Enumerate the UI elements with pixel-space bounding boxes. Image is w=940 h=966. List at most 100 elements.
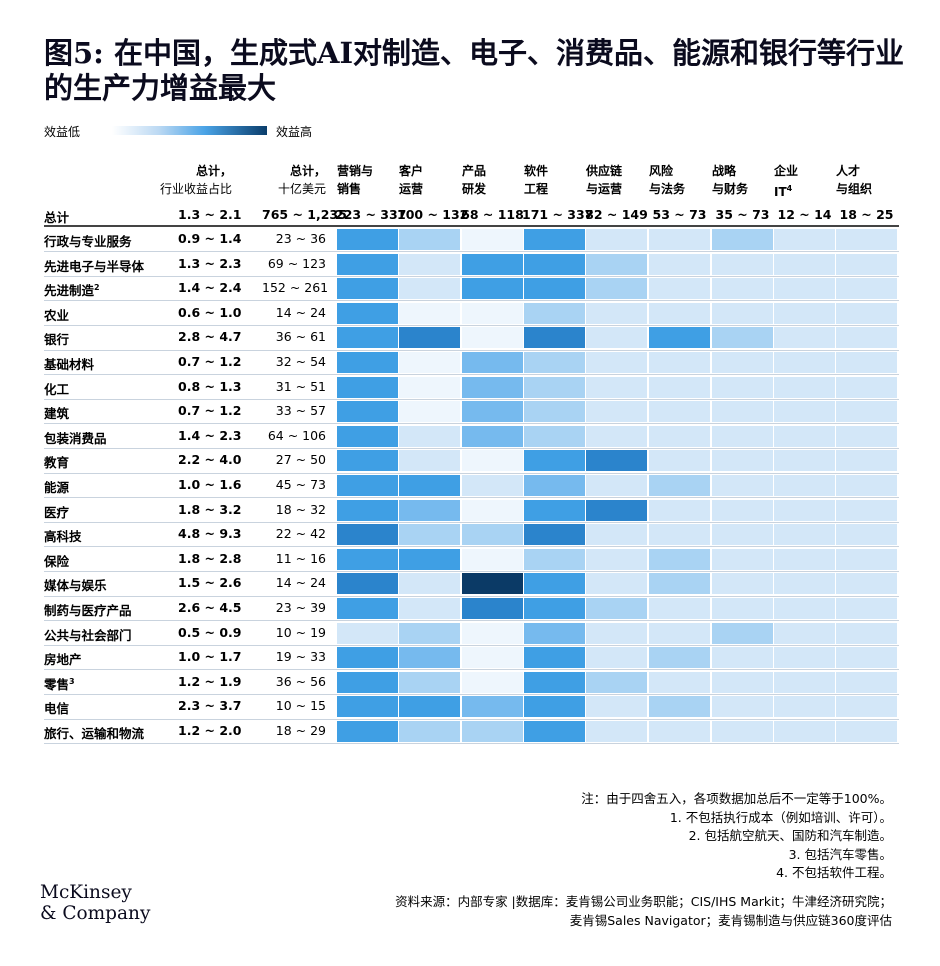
- footnote-marker: 4: [786, 184, 793, 193]
- heatmap-cell: [586, 302, 647, 324]
- heatmap-cell: [462, 302, 523, 324]
- heatmap-cell: [462, 598, 523, 619]
- heatmap-cell: [524, 352, 585, 373]
- heatmap-cell: [524, 721, 585, 742]
- heatmap-cell: [462, 524, 523, 546]
- heatmap-cell: [649, 573, 710, 595]
- industry-value: 19 ~ 33: [275, 649, 326, 665]
- column-header-line1: 产品: [462, 164, 487, 178]
- footnotes: 注：由于四舍五入，各项数据加总后不一定等于100%。 1. 不包括执行成本（例如…: [581, 790, 892, 883]
- heatmap-cell: [836, 352, 897, 373]
- column-header-line2: 与财务: [712, 182, 749, 196]
- heatmap-cell: [836, 475, 897, 496]
- total-function-value: 12 ~ 14: [777, 207, 832, 222]
- heatmap-cell: [337, 696, 398, 718]
- heatmap-cell: [836, 450, 897, 472]
- heatmap-cell: [399, 229, 460, 250]
- column-header: 战略 与财务: [712, 162, 748, 198]
- industry-revenue-share: 2.8 ~ 4.7: [178, 329, 242, 345]
- heatmap-cell: [586, 376, 647, 398]
- heatmap-cell: [337, 475, 398, 496]
- row-divider: [44, 521, 899, 523]
- row-divider: [44, 324, 899, 326]
- heatmap-cell: [337, 671, 398, 693]
- heatmap-cell: [399, 696, 460, 718]
- heatmap-cell: [399, 598, 460, 619]
- heatmap-cell: [712, 548, 773, 570]
- industry-revenue-share: 0.9 ~ 1.4: [178, 231, 242, 246]
- heatmap-cell: [836, 229, 897, 250]
- heatmap-cell: [462, 721, 523, 742]
- industry-revenue-share: 1.8 ~ 2.8: [178, 550, 242, 566]
- heatmap-cell: [774, 573, 835, 595]
- column-header-line1: 风险: [649, 164, 674, 178]
- heatmap-cell: [712, 647, 773, 669]
- heatmap-cell: [586, 450, 647, 472]
- heatmap-cell: [712, 622, 773, 644]
- column-header-line2: 运营: [399, 182, 424, 196]
- heatmap-cell: [712, 376, 773, 398]
- industry-label: 公共与社会部门: [44, 627, 132, 643]
- heatmap-cell: [399, 499, 460, 521]
- heatmap-cell: [586, 425, 647, 447]
- heatmap-cell: [462, 475, 523, 496]
- heatmap-cell: [337, 278, 398, 300]
- industry-value: 36 ~ 56: [275, 673, 326, 689]
- heatmap-cell: [649, 622, 710, 644]
- heatmap-cell: [462, 425, 523, 447]
- heatmap-cell: [649, 229, 710, 250]
- heatmap-cell: [462, 573, 523, 595]
- industry-value: 31 ~ 51: [275, 378, 326, 394]
- heatmap-cell: [836, 376, 897, 398]
- heatmap-cell: [649, 302, 710, 324]
- heatmap-cell: [586, 278, 647, 300]
- heatmap-cell: [337, 499, 398, 521]
- footnote-marker: 2: [94, 283, 100, 293]
- heatmap-cell: [586, 573, 647, 595]
- heatmap-cell: [399, 524, 460, 546]
- row-divider: [44, 669, 899, 671]
- heatmap-cell: [712, 425, 773, 447]
- industry-revenue-share: 1.0 ~ 1.6: [178, 477, 242, 492]
- total-row-divider: [44, 225, 899, 227]
- header-share-line2: 行业收益占比: [159, 182, 232, 196]
- industry-value: 14 ~ 24: [275, 575, 326, 591]
- header-value-line1: 总计，: [289, 164, 326, 178]
- column-header-line1: 战略: [712, 164, 737, 178]
- heatmap-cell: [649, 598, 710, 619]
- heatmap-cell: [524, 622, 585, 644]
- heatmap-cell: [712, 573, 773, 595]
- heatmap-cell: [774, 721, 835, 742]
- heatmap-cell: [337, 598, 398, 619]
- heatmap-cell: [774, 475, 835, 496]
- row-divider: [44, 546, 899, 548]
- industry-value: 45 ~ 73: [275, 477, 326, 492]
- heatmap-cell: [586, 352, 647, 373]
- heatmap-cell: [399, 425, 460, 447]
- column-header-line2: 研发: [462, 182, 487, 196]
- heatmap-cell: [774, 647, 835, 669]
- logo-line1: McKinsey: [40, 882, 132, 903]
- heatmap-cell: [712, 598, 773, 619]
- heatmap-cell: [836, 622, 897, 644]
- heatmap-cell: [586, 622, 647, 644]
- column-header: 营销与 销售: [337, 162, 373, 198]
- heatmap-cell: [712, 721, 773, 742]
- heatmap-cell: [712, 696, 773, 718]
- logo-line2: & Company: [40, 903, 151, 924]
- industry-label: 先进电子与半导体: [44, 258, 145, 274]
- column-header: 软件 工程: [524, 162, 548, 198]
- heatmap-cell: [836, 647, 897, 669]
- heatmap-cell: [649, 721, 710, 742]
- heatmap-cell: [586, 598, 647, 619]
- heatmap-cell: [337, 548, 398, 570]
- heatmap-cell: [774, 524, 835, 546]
- heatmap-cell: [774, 253, 835, 275]
- row-divider: [44, 743, 899, 745]
- column-header-line2: 与组织: [836, 182, 873, 196]
- column-header-line1: 供应链: [586, 164, 623, 178]
- industry-revenue-share: 1.4 ~ 2.4: [178, 280, 242, 296]
- row-divider: [44, 718, 899, 720]
- heatmap-cell: [524, 548, 585, 570]
- heatmap-cell: [649, 253, 710, 275]
